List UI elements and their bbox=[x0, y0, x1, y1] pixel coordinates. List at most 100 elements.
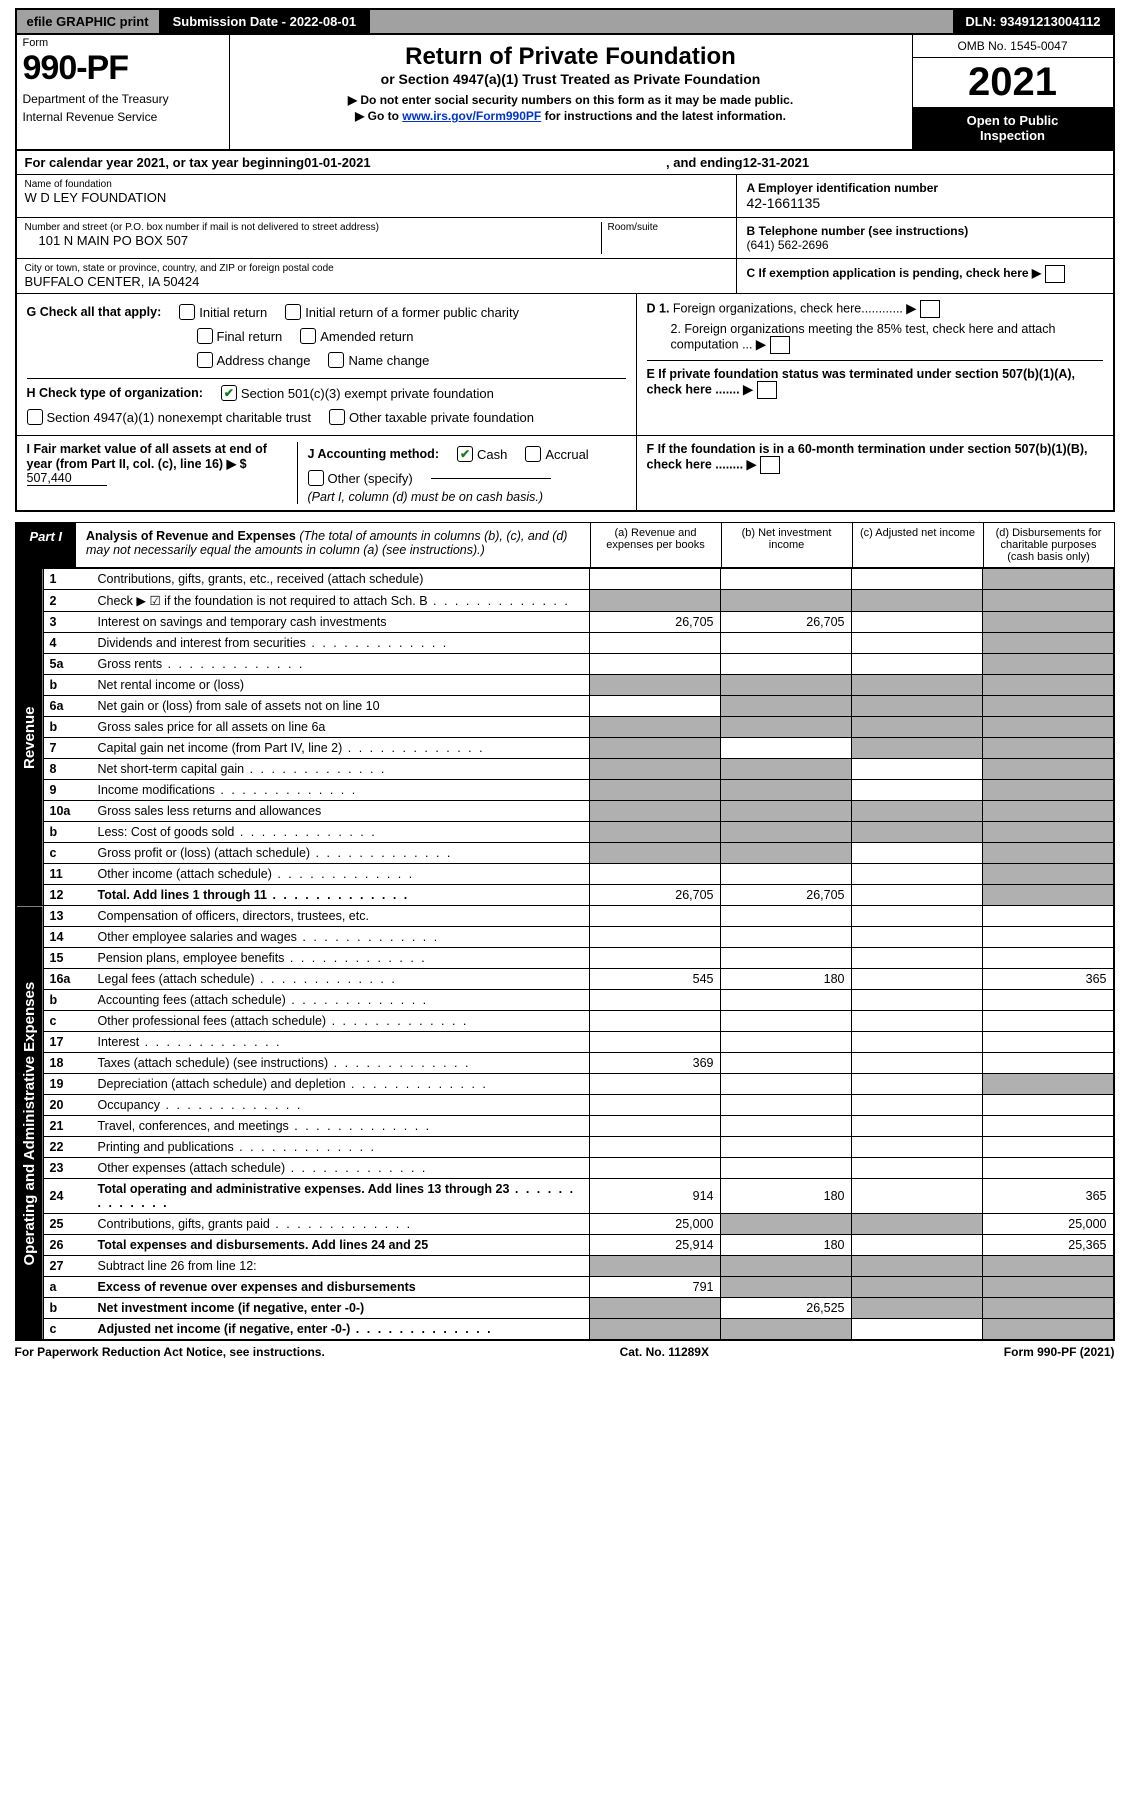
table-row: bAccounting fees (attach schedule) bbox=[16, 990, 1114, 1011]
chk-initial-public[interactable]: Initial return of a former public charit… bbox=[285, 304, 519, 320]
table-row: 24Total operating and administrative exp… bbox=[16, 1179, 1114, 1214]
table-row: 18Taxes (attach schedule) (see instructi… bbox=[16, 1053, 1114, 1074]
table-row: 14Other employee salaries and wages bbox=[16, 927, 1114, 948]
side-label: Revenue bbox=[16, 569, 44, 906]
table-row: 16aLegal fees (attach schedule)545180365 bbox=[16, 969, 1114, 990]
table-row: 22Printing and publications bbox=[16, 1137, 1114, 1158]
j-label: J Accounting method: bbox=[308, 447, 439, 461]
col-a-header: (a) Revenue and expenses per books bbox=[590, 523, 721, 567]
header-note-link: ▶ Go to www.irs.gov/Form990PF for instru… bbox=[240, 109, 902, 123]
cal-mid: , and ending bbox=[666, 155, 743, 170]
cal-end: 12-31-2021 bbox=[743, 155, 810, 170]
table-row: 19Depreciation (attach schedule) and dep… bbox=[16, 1074, 1114, 1095]
form-header: Form 990-PF Department of the Treasury I… bbox=[15, 35, 1115, 151]
chk-final[interactable]: Final return bbox=[197, 328, 283, 344]
table-row: aExcess of revenue over expenses and dis… bbox=[16, 1277, 1114, 1298]
c-checkbox[interactable] bbox=[1045, 265, 1065, 283]
city-value: BUFFALO CENTER, IA 50424 bbox=[25, 274, 728, 289]
chk-other-method[interactable]: Other (specify) bbox=[308, 470, 413, 486]
f-checkbox[interactable] bbox=[760, 456, 780, 474]
table-row: bLess: Cost of goods sold bbox=[16, 822, 1114, 843]
open-line1: Open to Public bbox=[913, 113, 1113, 128]
irs-label: Internal Revenue Service bbox=[23, 110, 223, 124]
room-label: Room/suite bbox=[608, 222, 728, 233]
table-row: 26Total expenses and disbursements. Add … bbox=[16, 1235, 1114, 1256]
table-row: 7Capital gain net income (from Part IV, … bbox=[16, 738, 1114, 759]
address-value: 101 N MAIN PO BOX 507 bbox=[25, 233, 601, 248]
f-label: F If the foundation is in a 60-month ter… bbox=[647, 442, 1088, 471]
form-label: Form bbox=[23, 37, 223, 49]
table-row: 6aNet gain or (loss) from sale of assets… bbox=[16, 696, 1114, 717]
table-row: 21Travel, conferences, and meetings bbox=[16, 1116, 1114, 1137]
table-row: Operating and Administrative Expenses13C… bbox=[16, 906, 1114, 927]
part1-label: Part I bbox=[16, 523, 77, 567]
tax-year: 2021 bbox=[913, 58, 1113, 107]
ghij-block: G Check all that apply: Initial return I… bbox=[15, 294, 1115, 512]
side-label: Operating and Administrative Expenses bbox=[16, 906, 44, 1341]
table-row: bGross sales price for all assets on lin… bbox=[16, 717, 1114, 738]
chk-other-taxable[interactable]: Other taxable private foundation bbox=[329, 409, 534, 425]
chk-address-change[interactable]: Address change bbox=[197, 352, 311, 368]
cal-begin: 01-01-2021 bbox=[304, 155, 371, 170]
chk-cash[interactable]: ✔Cash bbox=[457, 446, 507, 462]
table-row: Revenue1Contributions, gifts, grants, et… bbox=[16, 569, 1114, 590]
chk-4947[interactable]: Section 4947(a)(1) nonexempt charitable … bbox=[27, 409, 311, 425]
calendar-year-line: For calendar year 2021, or tax year begi… bbox=[15, 151, 1115, 175]
table-row: 9Income modifications bbox=[16, 780, 1114, 801]
col-b-header: (b) Net investment income bbox=[721, 523, 852, 567]
table-row: 10aGross sales less returns and allowanc… bbox=[16, 801, 1114, 822]
part1-title: Analysis of Revenue and Expenses bbox=[86, 529, 296, 543]
g-label: G Check all that apply: bbox=[27, 305, 162, 319]
footer-left: For Paperwork Reduction Act Notice, see … bbox=[15, 1345, 325, 1359]
chk-amended[interactable]: Amended return bbox=[300, 328, 413, 344]
submission-date: Submission Date - 2022-08-01 bbox=[161, 10, 371, 33]
form-number: 990-PF bbox=[23, 49, 223, 88]
col-c-header: (c) Adjusted net income bbox=[852, 523, 983, 567]
form-subtitle: or Section 4947(a)(1) Trust Treated as P… bbox=[240, 71, 902, 87]
efile-label[interactable]: efile GRAPHIC print bbox=[17, 10, 161, 33]
i-value: 507,440 bbox=[27, 471, 107, 486]
footer-right: Form 990-PF (2021) bbox=[1004, 1345, 1115, 1359]
analysis-table: Revenue1Contributions, gifts, grants, et… bbox=[15, 568, 1115, 1341]
table-row: 15Pension plans, employee benefits bbox=[16, 948, 1114, 969]
addr-label: Number and street (or P.O. box number if… bbox=[25, 222, 601, 233]
c-label: C If exemption application is pending, c… bbox=[747, 266, 1029, 280]
e-label: E If private foundation status was termi… bbox=[647, 367, 1076, 396]
d2-checkbox[interactable] bbox=[770, 336, 790, 354]
table-row: bNet rental income or (loss) bbox=[16, 675, 1114, 696]
part1-header: Part I Analysis of Revenue and Expenses … bbox=[15, 522, 1115, 568]
open-line2: Inspection bbox=[913, 128, 1113, 143]
phone-value: (641) 562-2696 bbox=[747, 238, 1103, 252]
table-row: cGross profit or (loss) (attach schedule… bbox=[16, 843, 1114, 864]
table-row: 17Interest bbox=[16, 1032, 1114, 1053]
table-row: 27Subtract line 26 from line 12: bbox=[16, 1256, 1114, 1277]
j-note: (Part I, column (d) must be on cash basi… bbox=[308, 490, 626, 504]
ein-value: 42-1661135 bbox=[747, 195, 1103, 211]
entity-block: Name of foundation W D LEY FOUNDATION A … bbox=[15, 175, 1115, 294]
table-row: 3Interest on savings and temporary cash … bbox=[16, 612, 1114, 633]
chk-accrual[interactable]: Accrual bbox=[525, 446, 588, 462]
ein-label: A Employer identification number bbox=[747, 181, 1103, 195]
d2-label: 2. Foreign organizations meeting the 85%… bbox=[671, 322, 1056, 351]
chk-501c3[interactable]: ✔Section 501(c)(3) exempt private founda… bbox=[221, 385, 494, 401]
d1-checkbox[interactable] bbox=[920, 300, 940, 318]
table-row: 12Total. Add lines 1 through 1126,70526,… bbox=[16, 885, 1114, 906]
page-footer: For Paperwork Reduction Act Notice, see … bbox=[15, 1341, 1115, 1379]
foundation-name: W D LEY FOUNDATION bbox=[25, 190, 728, 205]
col-d-header: (d) Disbursements for charitable purpose… bbox=[983, 523, 1114, 567]
chk-initial[interactable]: Initial return bbox=[179, 304, 267, 320]
e-checkbox[interactable] bbox=[757, 381, 777, 399]
note-pre: ▶ Go to bbox=[355, 109, 402, 123]
h-label: H Check type of organization: bbox=[27, 386, 203, 400]
irs-link[interactable]: www.irs.gov/Form990PF bbox=[402, 109, 541, 123]
open-to-public: Open to Public Inspection bbox=[913, 107, 1113, 149]
dln-label: DLN: 93491213004112 bbox=[953, 10, 1112, 33]
city-label: City or town, state or province, country… bbox=[25, 263, 728, 274]
table-row: 11Other income (attach schedule) bbox=[16, 864, 1114, 885]
table-row: 25Contributions, gifts, grants paid25,00… bbox=[16, 1214, 1114, 1235]
name-label: Name of foundation bbox=[25, 179, 728, 190]
table-row: 20Occupancy bbox=[16, 1095, 1114, 1116]
table-row: 23Other expenses (attach schedule) bbox=[16, 1158, 1114, 1179]
chk-name-change[interactable]: Name change bbox=[328, 352, 429, 368]
omb-number: OMB No. 1545-0047 bbox=[913, 35, 1113, 58]
